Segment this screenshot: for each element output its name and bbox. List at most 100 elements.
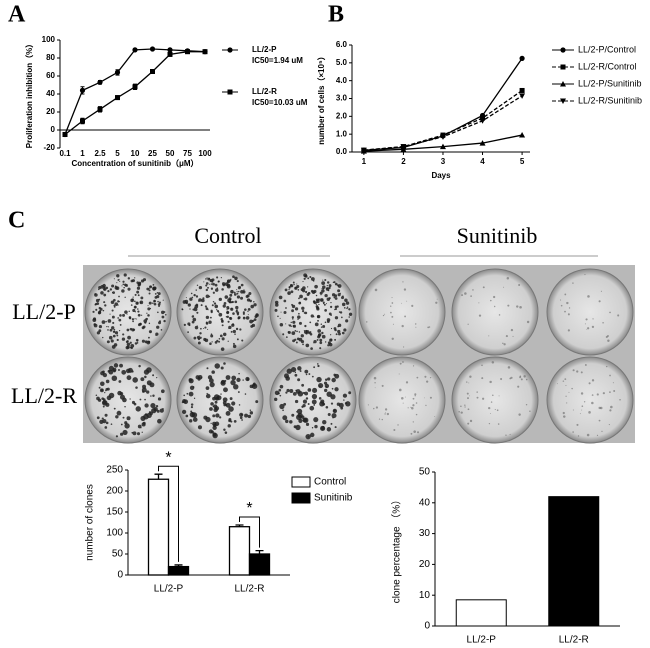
colony — [378, 418, 381, 420]
colony — [285, 336, 288, 339]
colony — [236, 338, 239, 341]
colony — [140, 296, 144, 300]
colony — [313, 300, 315, 303]
colony — [412, 365, 415, 367]
colony — [300, 288, 304, 292]
colony — [189, 411, 196, 418]
colony — [139, 301, 142, 304]
colony — [571, 387, 573, 390]
colony — [563, 415, 566, 418]
colony — [222, 304, 226, 308]
colony — [108, 335, 113, 340]
colony — [190, 403, 194, 406]
colony — [227, 320, 230, 323]
colony — [123, 273, 127, 277]
colony — [132, 377, 138, 383]
colony — [565, 385, 567, 387]
colony — [126, 313, 128, 315]
colony — [190, 405, 194, 409]
colony — [209, 278, 213, 283]
colony — [334, 338, 337, 341]
error-bar — [235, 524, 244, 527]
colony — [151, 407, 157, 414]
colony — [293, 283, 295, 286]
colony — [225, 315, 228, 318]
colony — [588, 382, 591, 385]
colony — [237, 391, 240, 394]
colony — [322, 419, 327, 425]
legend-label: LL/2-R — [252, 87, 277, 96]
colony — [286, 368, 292, 374]
colony — [253, 300, 255, 303]
colony — [310, 289, 314, 293]
colony — [296, 330, 298, 333]
y-tick-label: 200 — [106, 486, 123, 497]
colony — [129, 398, 131, 400]
colony — [107, 329, 109, 331]
colony — [113, 298, 116, 302]
colony — [315, 301, 318, 304]
colony — [150, 395, 152, 397]
colony — [223, 428, 226, 431]
colony — [323, 303, 326, 306]
colony — [230, 289, 234, 294]
colony — [143, 413, 149, 420]
colony — [199, 332, 202, 335]
colony — [140, 427, 142, 429]
colony — [313, 404, 316, 406]
colony — [227, 340, 229, 342]
colony — [302, 404, 306, 408]
colony — [115, 435, 119, 438]
x-tick-label: 5 — [115, 149, 120, 158]
colony — [303, 277, 306, 280]
colony — [322, 402, 326, 406]
colony — [327, 289, 330, 292]
colony — [482, 397, 485, 400]
colony — [155, 332, 159, 336]
significance-bracket — [239, 516, 260, 548]
colony — [476, 391, 478, 393]
y-tick-label: 6.0 — [336, 40, 348, 49]
colony — [304, 391, 309, 396]
colony — [143, 319, 148, 323]
colony — [399, 388, 402, 392]
colony — [242, 312, 245, 315]
colony — [598, 300, 601, 303]
colony — [284, 288, 288, 292]
point — [132, 84, 138, 90]
colony — [282, 415, 288, 421]
colony — [318, 382, 324, 389]
colony — [382, 314, 385, 317]
y-tick-label: 50 — [419, 467, 431, 478]
well — [451, 268, 539, 356]
colony — [205, 386, 210, 390]
colony — [434, 416, 436, 417]
colony — [152, 394, 155, 397]
colony — [136, 290, 140, 294]
colony — [140, 377, 145, 382]
colony — [228, 325, 232, 330]
colony — [562, 380, 565, 382]
colony — [120, 423, 123, 426]
colony — [341, 331, 345, 335]
colony — [208, 429, 213, 434]
colony — [296, 408, 303, 415]
colony — [310, 347, 313, 350]
colony — [240, 283, 244, 287]
colony — [235, 305, 239, 310]
colony — [156, 376, 158, 379]
colony — [240, 289, 244, 294]
colony — [250, 304, 255, 309]
colony — [112, 321, 115, 325]
colony — [407, 407, 409, 409]
colony — [294, 286, 297, 289]
colony — [161, 315, 165, 319]
colony — [469, 395, 470, 397]
colony — [334, 282, 338, 286]
colony — [348, 308, 351, 311]
colony — [222, 397, 228, 403]
colony — [319, 298, 324, 302]
colony — [374, 387, 376, 389]
colony — [280, 311, 282, 313]
colony — [304, 311, 308, 315]
